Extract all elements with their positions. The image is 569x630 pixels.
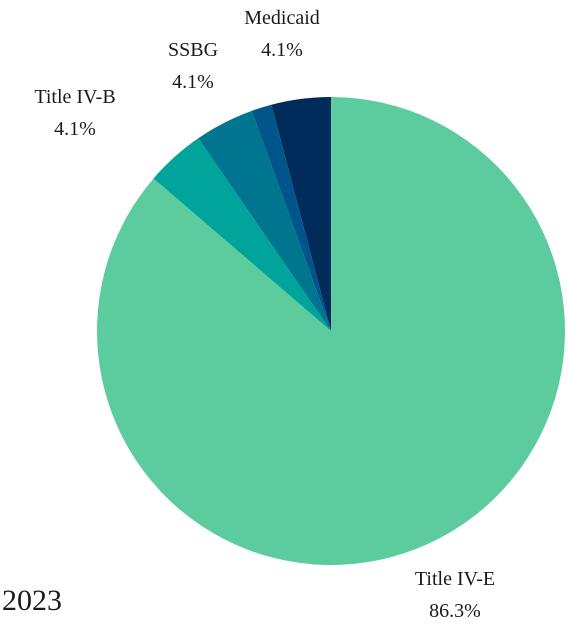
pie-slice [271, 97, 331, 331]
slice-label: Title IV-E [415, 568, 495, 590]
slice-value-label: 4.1% [261, 39, 303, 61]
slice-label: Title IV-B [34, 86, 115, 108]
slice-value-label: 4.1% [172, 71, 214, 93]
slice-value-label: 4.1% [54, 118, 96, 140]
pie-slice [96, 97, 565, 565]
slice-label: Medicaid [244, 7, 320, 29]
pie-slice [198, 110, 331, 332]
chart-title: 2023 [2, 584, 62, 617]
slice-value-label: 86.3% [429, 600, 481, 622]
slice-label: SSBG [168, 39, 218, 61]
pie-slice [153, 138, 331, 331]
pie-slice [251, 104, 331, 331]
